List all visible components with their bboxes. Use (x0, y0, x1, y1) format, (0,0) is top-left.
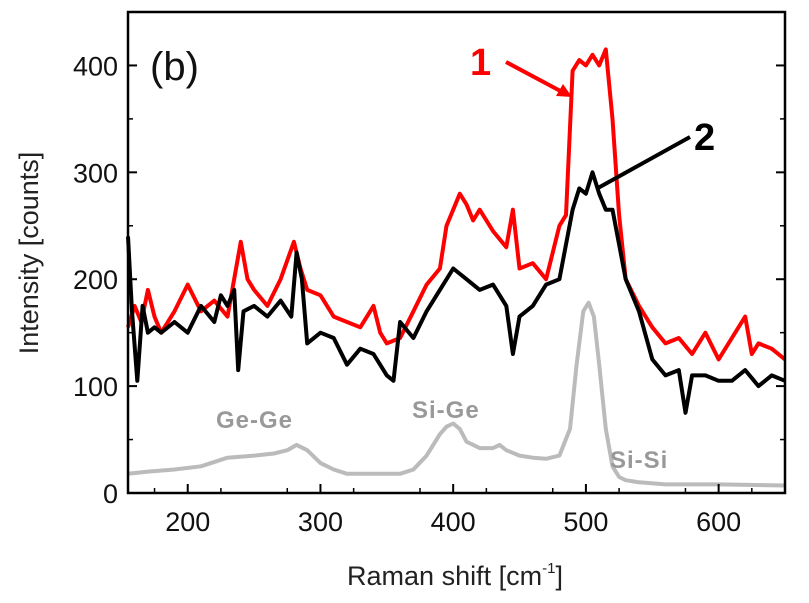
series-line-1 (126, 47, 787, 362)
y-tick-label: 400 (73, 51, 118, 81)
annotation-ge-ge: Ge-Ge (216, 407, 293, 434)
x-tick-label: 300 (298, 507, 343, 537)
x-axis-title-end: ] (555, 561, 563, 591)
y-tick-label: 0 (103, 479, 118, 509)
series-label-2: 2 (694, 117, 715, 159)
x-tick-label: 200 (165, 507, 210, 537)
x-tick-label: 500 (563, 507, 608, 537)
x-axis-title-main: Raman shift [cm (347, 561, 542, 591)
series-1-arrowhead (556, 84, 572, 97)
series-line-2 (126, 170, 786, 415)
annotation-si-si: Si-Si (610, 447, 668, 474)
series-line-reference (127, 300, 786, 488)
series-label-1: 1 (470, 42, 491, 84)
series-layer (126, 47, 787, 488)
y-tick-label: 100 (73, 372, 118, 402)
x-axis-title-sup: -1 (542, 560, 555, 577)
panel-label: (b) (150, 45, 199, 89)
x-axis-title: Raman shift [cm-1] (347, 560, 563, 591)
y-tick-label: 300 (73, 158, 118, 188)
ticks-layer: 200 300 400 500 600 0 100 200 300 400 (73, 51, 785, 537)
x-tick-label: 400 (431, 507, 476, 537)
x-tick-label: 600 (696, 507, 741, 537)
plot-frame (126, 10, 787, 495)
series-1-arrow (505, 60, 567, 96)
annotation-si-ge: Si-Ge (412, 397, 480, 424)
y-tick-label: 200 (73, 265, 118, 295)
series-2-pointer (597, 135, 691, 190)
y-axis-title: Intensity [counts] (14, 152, 44, 355)
